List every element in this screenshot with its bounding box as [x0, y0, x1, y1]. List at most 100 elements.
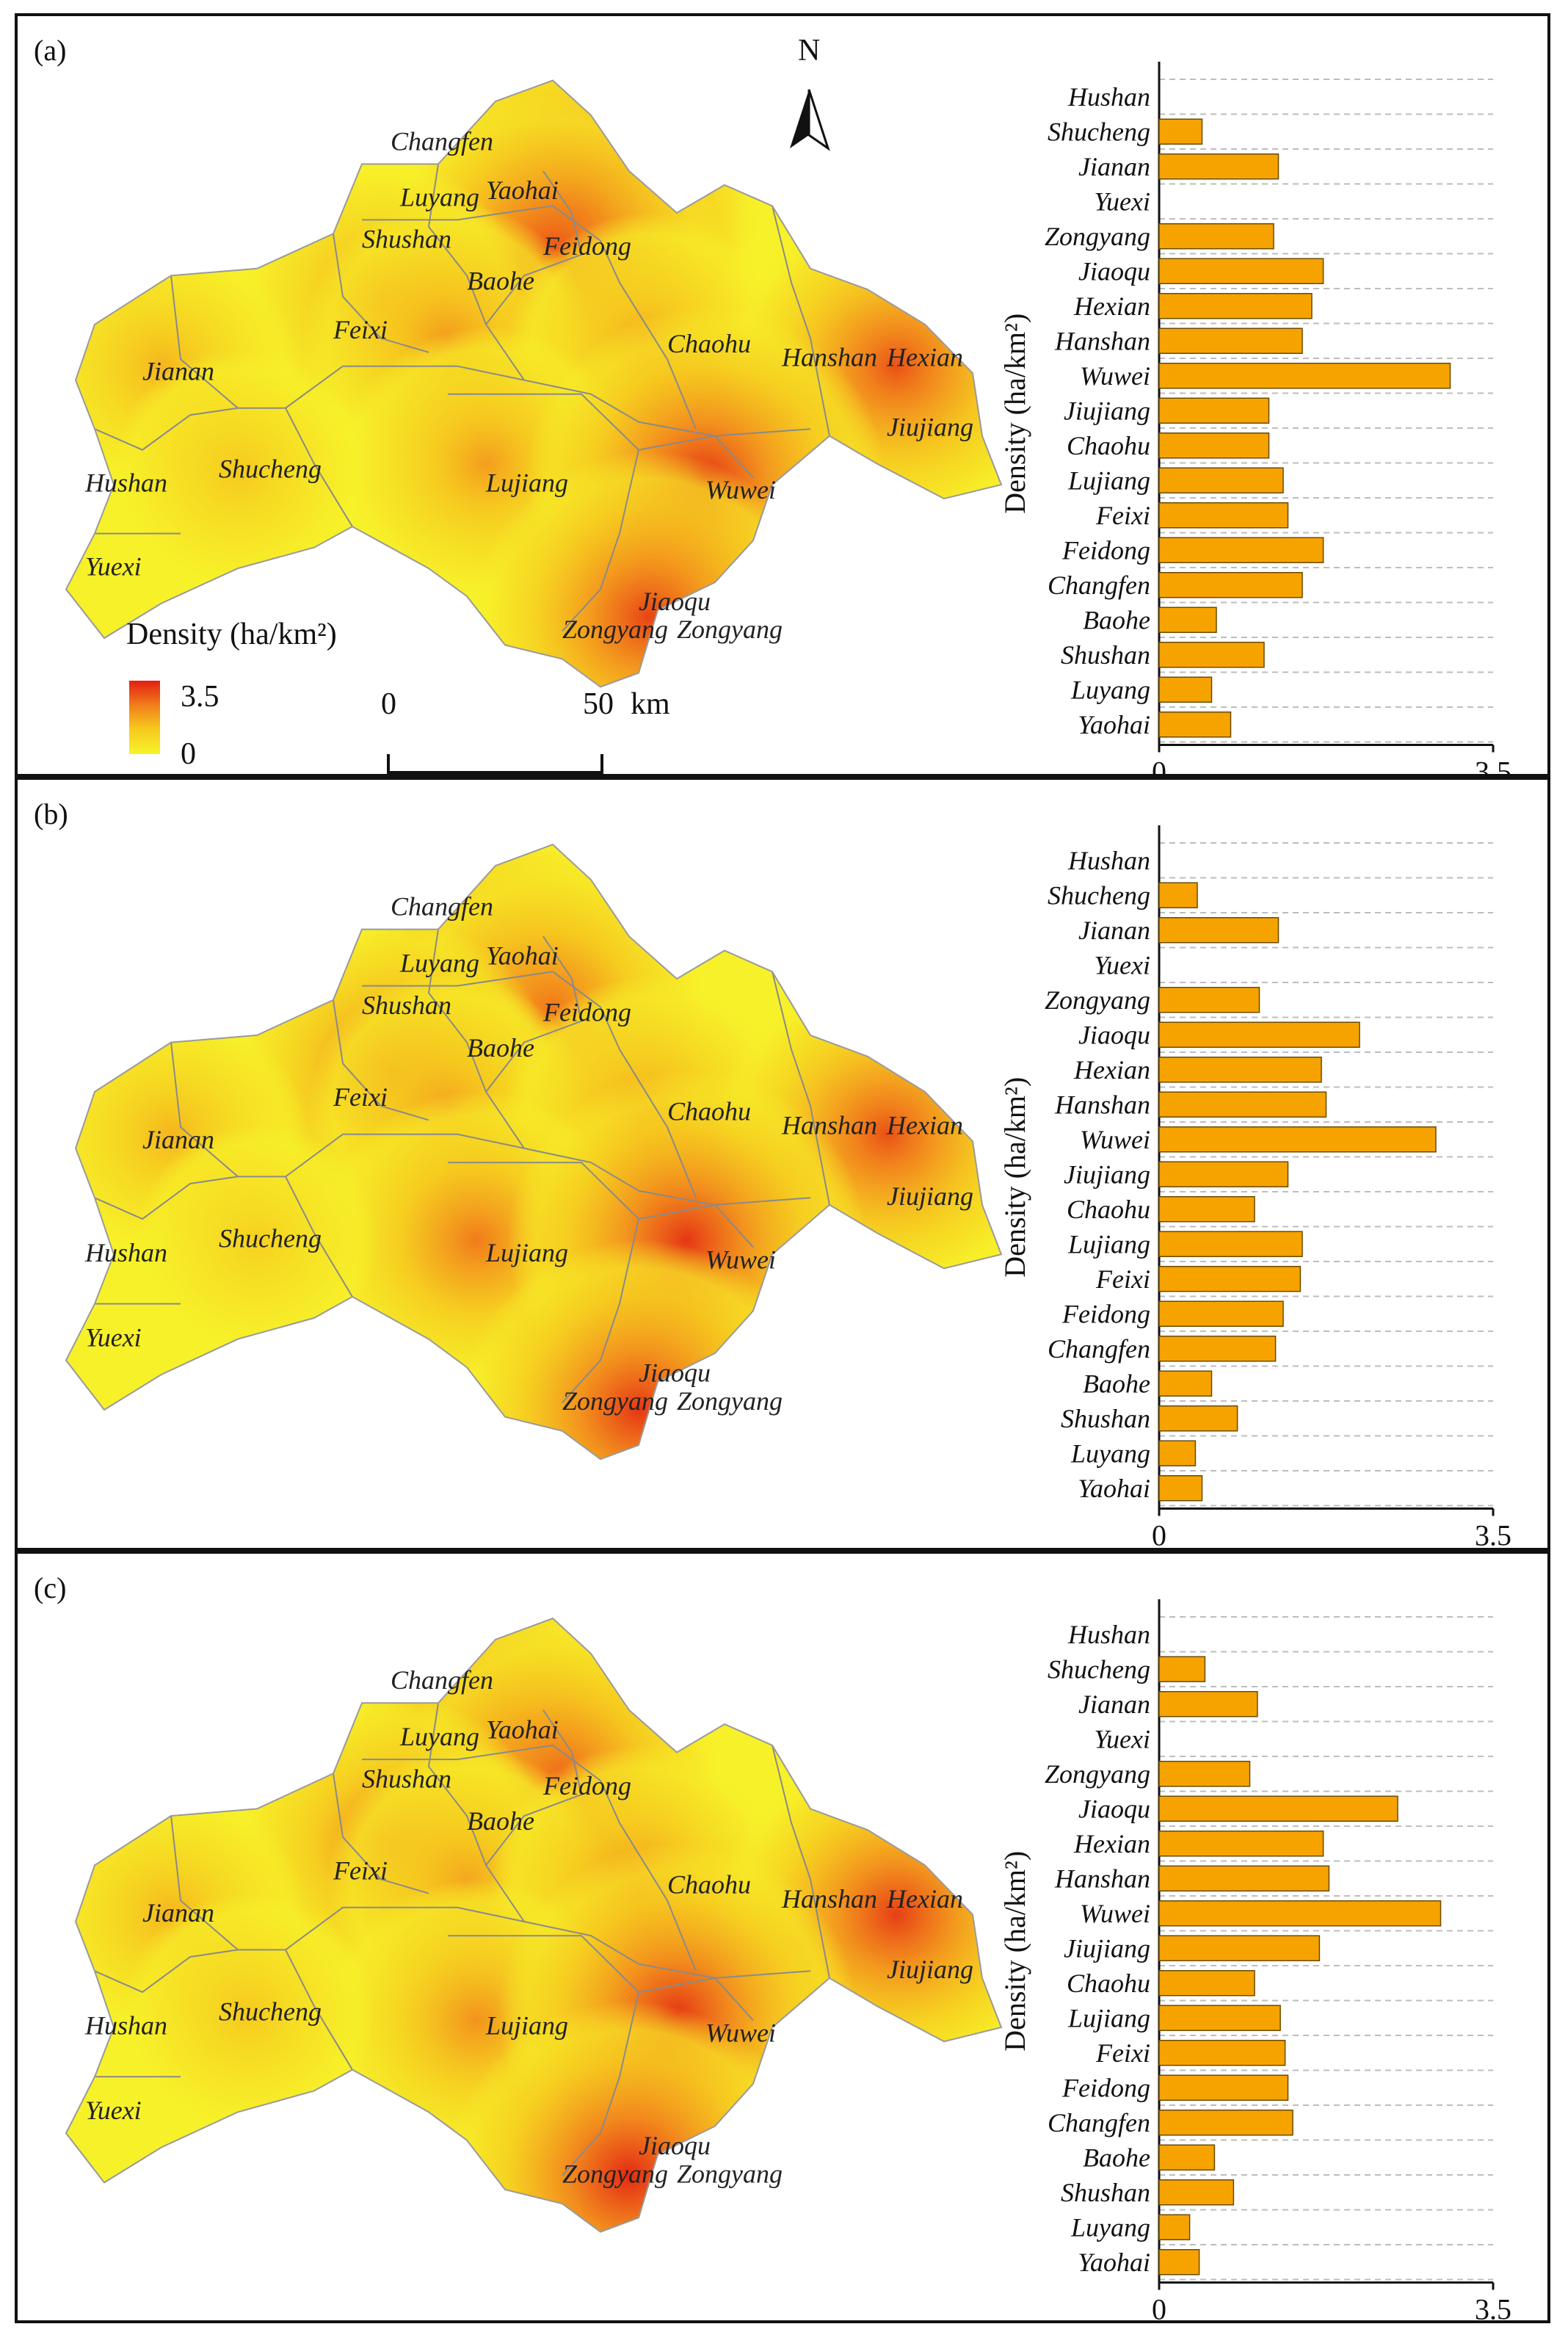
bar-feidong — [1158, 2074, 1289, 2101]
map-region-label: Hexian — [886, 343, 963, 372]
map-region-label: Hanshan — [781, 343, 877, 372]
bar-feixi — [1158, 1266, 1302, 1292]
category-label: Yaohai — [1078, 1474, 1150, 1503]
district-border — [427, 929, 525, 1149]
density-map: Changfen Luyang Yaohai Shushan Feidong Baohe F… — [65, 843, 1003, 1460]
district-border — [485, 170, 583, 325]
bar-chart: Hushan Shucheng Jianan Yuexi Zongyang Jiaoqu H… — [998, 825, 1511, 1548]
bar-lujiang — [1158, 467, 1284, 493]
bar-wuwei — [1158, 1126, 1437, 1153]
district-border — [600, 1006, 697, 1198]
bar-baohe — [1158, 607, 1217, 633]
map-region-label: Baohe — [467, 266, 534, 295]
bar-yaohai — [1158, 712, 1232, 738]
bar-feixi — [1158, 502, 1289, 529]
map-region-label: Luyang — [399, 1722, 479, 1751]
district-border — [94, 407, 239, 451]
bar-chaohu — [1158, 1970, 1255, 1996]
map-region-label: Zongyang — [677, 1386, 783, 1416]
category-label: Feidong — [1061, 2073, 1150, 2102]
map-region-label: Jiujiang — [887, 1181, 973, 1211]
x-tick-label: 3.5 — [1475, 756, 1511, 775]
district-border — [170, 1042, 811, 1206]
district-border — [285, 408, 353, 527]
category-label: Changfen — [1048, 1334, 1150, 1364]
map-region-label: Chaohu — [667, 1870, 751, 1900]
map-region-label: Yuexi — [85, 552, 142, 582]
category-label: Luyang — [1070, 1438, 1150, 1468]
map-region-label: Zongyang — [562, 1386, 668, 1416]
bar-luyang — [1158, 2214, 1191, 2240]
map-region-label: Lujiang — [485, 468, 568, 498]
district-border — [333, 1773, 429, 1894]
category-label: Hanshan — [1054, 326, 1150, 355]
map-region-label: Lujiang — [485, 1238, 568, 1267]
scale-unit: km — [631, 687, 670, 721]
map-region-label: Yaohai — [486, 941, 559, 971]
district-border — [94, 1949, 239, 1994]
map-region-label: Baohe — [467, 1806, 534, 1836]
bar-lujiang — [1158, 1231, 1303, 1257]
map-region-label: Shucheng — [219, 455, 322, 484]
category-label: Hushan — [1067, 846, 1150, 875]
category-label: Changfen — [1048, 571, 1150, 600]
district-border — [485, 1709, 583, 1866]
map-region-label: Wuwei — [705, 475, 776, 504]
density-hotspot — [112, 350, 364, 591]
scale-start: 0 — [381, 687, 396, 721]
category-label: Chaohu — [1067, 431, 1150, 460]
category-label: Baohe — [1083, 605, 1150, 634]
scale-end: 50 — [583, 687, 614, 721]
y-axis-title: Density (ha/km²) — [998, 1077, 1031, 1278]
heat-surface — [66, 1618, 1001, 2232]
category-label: Shucheng — [1048, 1654, 1150, 1684]
bar-chart: Hushan Shucheng Jianan Yuexi Zongyang Jiaoqu H… — [998, 1599, 1511, 2320]
map-region-label: Chaohu — [667, 1096, 751, 1126]
bar-hanshan — [1158, 327, 1303, 354]
district-border — [427, 164, 525, 381]
category-label: Hexian — [1073, 1829, 1150, 1858]
region-outline — [65, 79, 1003, 688]
map-region-label: Yaohai — [486, 175, 559, 205]
category-label: Luyang — [1070, 675, 1150, 704]
district-border — [448, 1162, 640, 1403]
map-region-label: Yuexi — [85, 1322, 142, 1352]
map-region-label: Hushan — [84, 468, 167, 498]
category-label: Hushan — [1067, 1620, 1150, 1649]
scale-bar: 0 50 km — [381, 687, 670, 774]
legend-max: 3.5 — [181, 680, 219, 714]
legend-color-ramp — [129, 681, 160, 754]
map-region-label: Shushan — [362, 224, 451, 253]
bar-feixi — [1158, 2040, 1286, 2066]
map-region-label: Zongyang — [677, 2159, 783, 2188]
y-axis-title: Density (ha/km²) — [998, 314, 1031, 514]
bar-jianan — [1158, 153, 1280, 180]
panel-a: (a) Changfen Luyang Yaohai Shushan Feidong Bao… — [15, 13, 1550, 777]
map-region-label: Feixi — [333, 1082, 388, 1112]
category-label: Jiujiang — [1064, 1933, 1150, 1963]
district-border — [362, 971, 601, 1008]
map-region-label: Luyang — [399, 182, 479, 211]
x-tick-label: 0 — [1152, 2293, 1166, 2321]
map-region-label: Shushan — [362, 991, 451, 1020]
map-region-label: Jianan — [142, 1898, 214, 1927]
category-label: Luyang — [1070, 2212, 1150, 2242]
map-region-label: Changfen — [391, 1665, 493, 1695]
map-region-label: Hushan — [84, 2011, 167, 2041]
bar-luyang — [1158, 1440, 1197, 1466]
legend-min: 0 — [181, 737, 196, 771]
category-label: Wuwei — [1080, 361, 1150, 391]
category-label: Yaohai — [1078, 710, 1150, 739]
region-outline — [65, 1617, 1003, 2233]
bar-hexian — [1158, 1057, 1322, 1083]
district-border — [448, 1935, 640, 2176]
bar-shucheng — [1158, 118, 1203, 145]
map-region-label: Jiaoqu — [639, 2131, 711, 2160]
category-label: Feixi — [1095, 2038, 1150, 2068]
bar-luyang — [1158, 676, 1213, 703]
map-region-label: Feixi — [333, 1856, 388, 1885]
district-border — [448, 393, 640, 632]
map-region-label: Zongyang — [562, 615, 668, 644]
bar-baohe — [1158, 2144, 1216, 2171]
